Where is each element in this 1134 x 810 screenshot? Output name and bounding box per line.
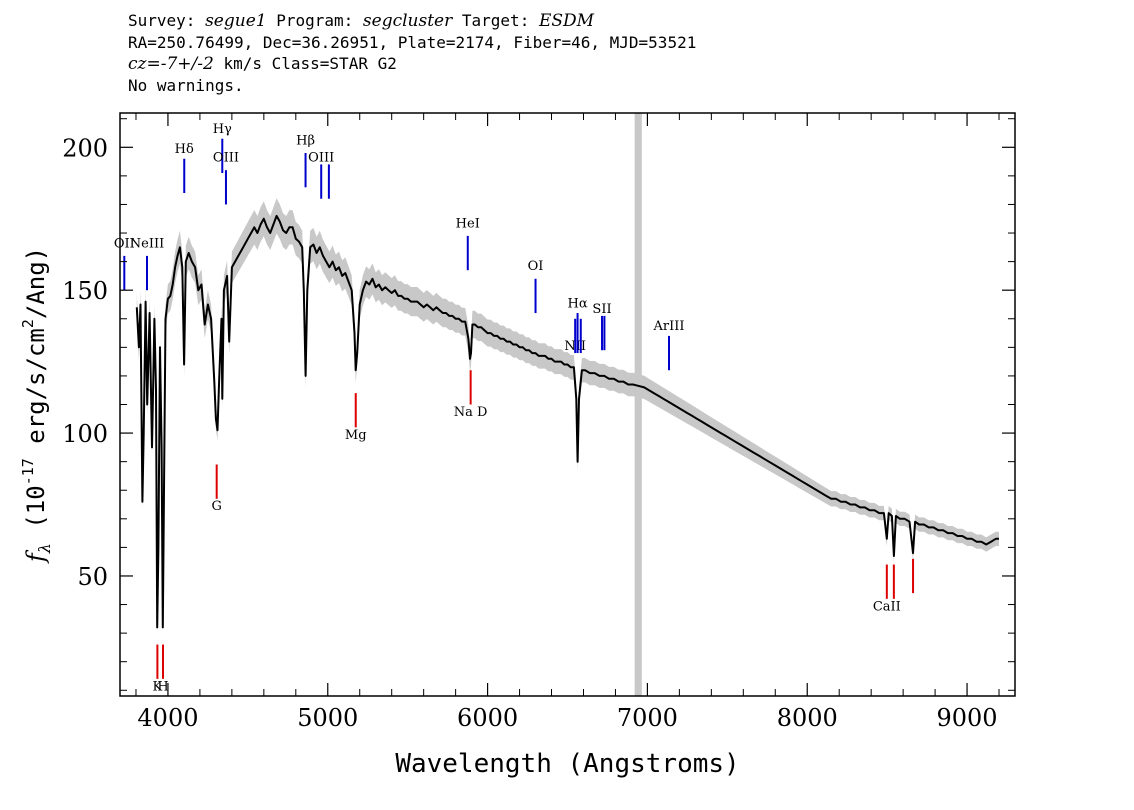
spectrum-line-0 [135,214,999,629]
line-label-11: Hα [568,296,588,311]
survey-value: segue1 [205,11,267,31]
header-line-2: RA=250.76499, Dec=36.26951, Plate=2174, … [128,33,697,52]
line-label-21: CaII [873,599,901,614]
line-label-19: Mg [345,428,367,443]
line-label-9: OI [528,259,544,274]
target-label: Target: [461,11,530,30]
x-axis-label: Wavelength (Angstroms) [395,749,739,779]
x-tick-label: 7000 [617,704,678,732]
y-tick-label: 200 [62,134,108,162]
spectrum-line-layer [135,214,999,629]
y-label-exp1: -17 [19,458,37,485]
line-label-2: Hδ [175,142,194,157]
cz-value: -7+/-2 [160,54,214,74]
y-axis-label: fλ (10-17 erg/s/cm2/Ang) [19,247,54,564]
error-band-layer [136,198,1000,635]
x-tick-label: 9000 [937,704,998,732]
y-label-main: (10 [22,485,50,543]
y-label-lambda: λ [35,543,54,554]
error-band-0 [136,198,1000,635]
y-label-exp2: 2 [19,319,37,328]
line-label-18: G [211,499,221,514]
line-label-13: SII [592,302,611,317]
x-tick-label: 8000 [777,704,838,732]
header-line-3: cz=-7+/-2 km/s Class=STAR G2 [128,53,696,75]
line-label-20: Na D [454,405,488,420]
y-tick-label: 100 [62,420,108,448]
x-tick-label: 4000 [137,704,198,732]
line-label-1: NeIII [130,236,164,251]
line-label-8: HeI [456,216,480,231]
line-label-15: ArIII [652,319,684,334]
target-value: ESDM [538,11,595,31]
line-label-6: OIII [308,151,334,166]
program-value: segcluster [362,11,453,31]
spectrum-header: Survey: segue1 Program: segcluster Targe… [128,10,696,96]
line-label-17: H [157,679,168,694]
cz-rest: km/s Class=STAR G2 [213,54,397,73]
program-label: Program: [276,11,354,30]
y-tick-label: 150 [62,277,108,305]
x-tick-label: 6000 [457,704,518,732]
y-label-mid: erg/s/cm [22,328,50,458]
y-tick-label: 50 [77,563,108,591]
axis-ticks-layer: 4000 5000 6000 7000 8000 9000 50 100 150 200 [62,113,1015,732]
line-label-4: OIII [213,151,239,166]
line-label-5: Hβ [296,133,315,148]
survey-label: Survey: [128,11,196,30]
cz-label: cz= [128,54,161,74]
line-label-16: K [153,679,163,694]
y-label-end: /Ang) [22,247,50,319]
header-line-1: Survey: segue1 Program: segcluster Targe… [128,10,696,32]
line-label-3: Hγ [213,122,232,137]
x-tick-label: 5000 [297,704,358,732]
line-label-10: NII [564,339,586,354]
masked-band [634,113,642,696]
warnings-line: No warnings. [128,76,244,95]
line-label-0: OII [114,236,135,251]
masked-band-layer [634,113,642,696]
